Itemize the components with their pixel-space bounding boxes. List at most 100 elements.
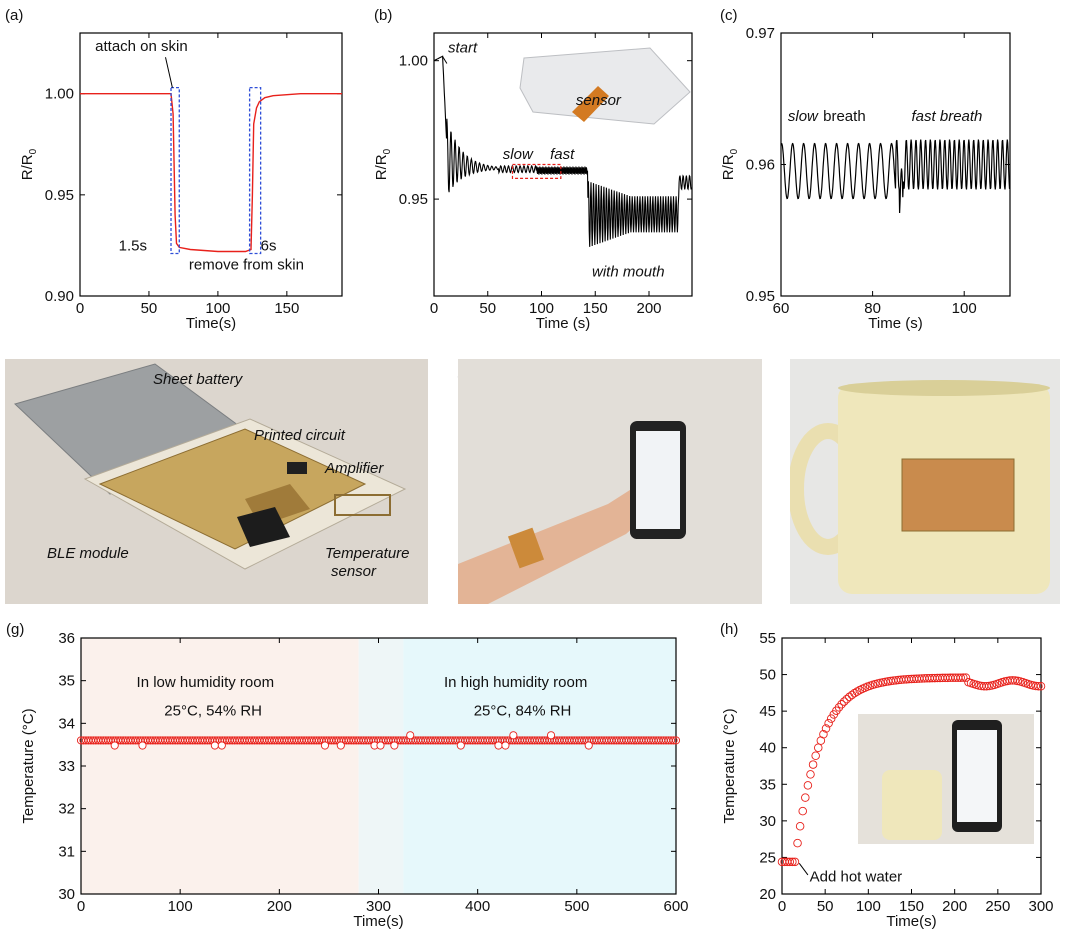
x-tick-label: 400: [465, 898, 490, 915]
y-tick-label: 34: [58, 715, 75, 732]
y-tick-label: 1.00: [399, 53, 428, 70]
data-point: [210, 741, 219, 750]
data-point: [811, 751, 820, 760]
data-point: [1010, 676, 1020, 685]
y-tick-label: 20: [759, 886, 776, 903]
y-tick-label: 33: [58, 758, 75, 775]
data-point: [793, 838, 802, 848]
panel-label-a: (a): [5, 7, 23, 24]
inset-phone-screen: [957, 730, 997, 822]
y-axis-label-subscript: 0: [729, 148, 740, 154]
x-tick-label: 150: [583, 300, 608, 317]
y-axis-label-subscript: 0: [382, 148, 393, 154]
data-point: [819, 729, 828, 739]
x-tick-label: 150: [274, 300, 299, 317]
x-tick-label: 60: [773, 300, 790, 317]
y-axis-label: Temperature (°C): [20, 708, 37, 823]
data-point: [509, 731, 518, 740]
series-line: [780, 139, 1011, 214]
chart-g: 0 100 200 300 400 500 600 30 31 32 33 34 35 36 Time(s)…: [20, 630, 689, 930]
annotation: 25°C, 84% RH: [474, 703, 572, 720]
x-tick-label: 300: [366, 898, 391, 915]
data-point: [1034, 681, 1043, 691]
y-axis-label: R/R0: [19, 148, 39, 180]
data-point: [798, 806, 807, 816]
x-tick-label: 200: [636, 300, 661, 317]
annotation-arrow: [165, 57, 173, 88]
data-point: [788, 857, 797, 867]
y-tick-label: 36: [58, 630, 75, 647]
data-point: [834, 703, 844, 712]
chart-h: 0 50 100 150 200 250 300 20 25 30 35 40 45 50 55 Time(s…: [721, 630, 1054, 930]
x-tick-label: 0: [778, 898, 786, 915]
data-point: [320, 741, 330, 750]
data-point: [666, 736, 676, 745]
label-temperature-sensor-2: sensor: [331, 563, 377, 580]
y-tick-label: 50: [759, 667, 776, 684]
label-amplifier: Amplifier: [325, 460, 384, 477]
data-point: [110, 741, 119, 750]
chart-b: 0 50 100 150 200 0.95 1.00 Time (s) R/R0 start sen…: [373, 32, 693, 332]
x-tick-label: 0: [77, 898, 85, 915]
data-point: [837, 700, 846, 709]
plot-frame: [433, 32, 693, 297]
x-tick-label: 300: [1028, 898, 1053, 915]
annotation: with mouth: [592, 264, 665, 281]
forearm: [458, 469, 683, 604]
data-point: [824, 719, 833, 728]
y-tick-label: 0.96: [746, 157, 775, 174]
annotation: attach on skin: [95, 38, 188, 55]
inset-mug-phone-photo: [858, 714, 1034, 844]
x-tick-label: 50: [141, 300, 158, 317]
x-axis-label: Time(s): [186, 315, 236, 332]
y-axis-label: R/R0: [720, 148, 740, 180]
data-point: [584, 741, 593, 750]
y-tick-label: 32: [58, 801, 75, 818]
amplifier-chip: [287, 462, 307, 474]
humidity-region: [81, 638, 359, 894]
data-point: [795, 822, 805, 831]
x-tick-label: 600: [663, 898, 688, 915]
data-point: [456, 741, 465, 750]
x-tick-label: 200: [942, 898, 967, 915]
x-tick-label: 0: [430, 300, 438, 317]
x-tick-label: 100: [856, 898, 881, 915]
data-point: [961, 673, 971, 682]
panel-label-b: (b): [374, 7, 392, 24]
circuit-drawing: [5, 359, 428, 604]
data-point: [839, 697, 849, 706]
y-tick-label: 55: [759, 630, 776, 647]
annotation-arrow: [798, 862, 809, 876]
y-tick-label: 45: [759, 703, 776, 720]
x-tick-label: 80: [864, 300, 881, 317]
data-point: [826, 714, 836, 723]
x-axis-label: Time (s): [868, 315, 922, 332]
data-point: [821, 724, 831, 733]
data-point: [336, 741, 345, 750]
plot-frame: [79, 32, 343, 297]
x-tick-label: 100: [529, 300, 554, 317]
annotation: fast breath: [912, 108, 983, 125]
data-point: [1036, 681, 1046, 691]
y-tick-label: 35: [759, 776, 776, 793]
data-point: [785, 857, 795, 867]
y-tick-label: 0.97: [746, 25, 775, 42]
y-tick-label: 35: [58, 673, 75, 690]
annotation: breath: [823, 108, 866, 125]
annotation-arrow: [442, 56, 448, 64]
chart-a: 0 50 100 150 0.90 0.95 1.00 Time(s) R/R0 attach o…: [19, 32, 343, 332]
panel-label-c: (c): [720, 7, 738, 24]
data-point: [501, 741, 510, 750]
annotation: 25°C, 54% RH: [164, 703, 262, 720]
data-point: [376, 741, 385, 750]
inset-mask-photo: [519, 47, 691, 125]
ble-module-shape: [237, 507, 290, 547]
data-point: [138, 741, 147, 750]
data-point: [808, 760, 818, 769]
x-tick-label: 150: [899, 898, 924, 915]
dashed-box: [248, 86, 262, 255]
photo-f-mug: [790, 359, 1060, 604]
y-tick-label: 40: [759, 740, 776, 757]
y-axis-label-subscript: 0: [28, 148, 39, 154]
